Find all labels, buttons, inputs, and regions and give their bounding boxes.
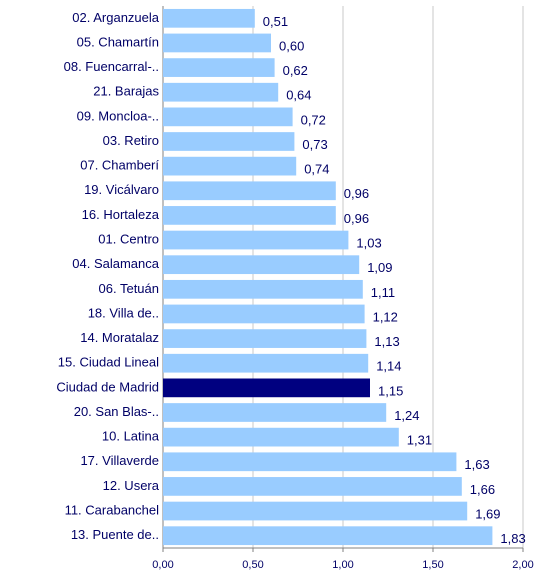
value-label: 0,64 bbox=[286, 88, 311, 103]
y-tick-label: 12. Usera bbox=[103, 478, 160, 493]
value-label: 1,69 bbox=[475, 506, 500, 521]
y-tick-label: 05. Chamartín bbox=[77, 34, 159, 49]
y-tick-label: 16. Hortaleza bbox=[82, 207, 160, 222]
y-tick-label: 04. Salamanca bbox=[72, 256, 159, 271]
y-tick-label: 07. Chamberí bbox=[80, 158, 159, 173]
value-label: 0,96 bbox=[344, 211, 369, 226]
value-label: 1,09 bbox=[367, 260, 392, 275]
y-tick-label: 13. Puente de.. bbox=[71, 527, 159, 542]
bar bbox=[163, 156, 297, 176]
bar bbox=[163, 255, 360, 275]
y-tick-label: 03. Retiro bbox=[103, 133, 159, 148]
bar bbox=[163, 206, 336, 225]
bar bbox=[163, 58, 275, 77]
bar bbox=[163, 501, 468, 521]
bar bbox=[163, 107, 293, 127]
bar bbox=[163, 33, 271, 53]
value-label: 1,63 bbox=[464, 457, 489, 472]
bar bbox=[163, 378, 370, 398]
value-label: 1,83 bbox=[500, 531, 525, 546]
bar bbox=[163, 230, 349, 250]
y-tick-label: 19. Vicálvaro bbox=[84, 182, 159, 197]
bar bbox=[163, 452, 457, 472]
y-tick-label: Ciudad de Madrid bbox=[56, 379, 159, 394]
y-tick-label: 20. San Blas-.. bbox=[74, 404, 159, 419]
value-label: 0,62 bbox=[283, 63, 308, 78]
x-tick-label: 0,00 bbox=[152, 559, 173, 571]
y-tick-label: 10. Latina bbox=[102, 429, 160, 444]
x-tick-label: 1,50 bbox=[422, 559, 443, 571]
bar bbox=[163, 82, 279, 102]
bar bbox=[163, 526, 493, 546]
bar bbox=[163, 427, 399, 447]
bar bbox=[163, 329, 367, 348]
bar bbox=[163, 403, 387, 422]
y-tick-label: 14. Moratalaz bbox=[80, 330, 159, 345]
value-label: 0,74 bbox=[304, 162, 329, 177]
value-label: 0,73 bbox=[302, 137, 327, 152]
value-label: 1,12 bbox=[373, 309, 398, 324]
value-label: 0,51 bbox=[263, 14, 288, 29]
value-label: 1,11 bbox=[371, 285, 395, 300]
bar bbox=[163, 181, 336, 201]
bar bbox=[163, 353, 369, 373]
bar bbox=[163, 279, 363, 299]
value-label: 1,24 bbox=[394, 408, 419, 423]
bar bbox=[163, 477, 462, 496]
y-tick-label: 01. Centro bbox=[98, 231, 159, 246]
y-tick-label: 17. Villaverde bbox=[80, 453, 159, 468]
bar bbox=[163, 8, 255, 28]
value-label: 1,31 bbox=[407, 433, 432, 448]
value-label: 1,03 bbox=[356, 235, 381, 250]
y-tick-label: 21. Barajas bbox=[93, 84, 159, 99]
value-label: 1,15 bbox=[378, 383, 403, 398]
value-label: 1,14 bbox=[376, 359, 401, 374]
value-label: 0,60 bbox=[279, 38, 304, 53]
y-tick-label: 09. Moncloa-.. bbox=[77, 108, 159, 123]
value-label: 0,96 bbox=[344, 186, 369, 201]
y-tick-label: 08. Fuencarral-.. bbox=[64, 59, 159, 74]
x-tick-label: 2,00 bbox=[512, 559, 533, 571]
y-tick-label: 06. Tetuán bbox=[99, 281, 159, 296]
value-label: 0,72 bbox=[301, 112, 326, 127]
y-tick-label: 02. Arganzuela bbox=[72, 10, 160, 25]
value-label: 1,13 bbox=[374, 334, 399, 349]
bar bbox=[163, 304, 365, 324]
x-tick-label: 0,50 bbox=[242, 559, 263, 571]
bar bbox=[163, 132, 295, 151]
y-tick-label: 15. Ciudad Lineal bbox=[58, 355, 159, 370]
y-tick-label: 11. Carabanchel bbox=[65, 502, 160, 517]
value-label: 1,66 bbox=[470, 482, 495, 497]
x-tick-label: 1,00 bbox=[332, 559, 353, 571]
y-tick-label: 18. Villa de.. bbox=[88, 305, 159, 320]
